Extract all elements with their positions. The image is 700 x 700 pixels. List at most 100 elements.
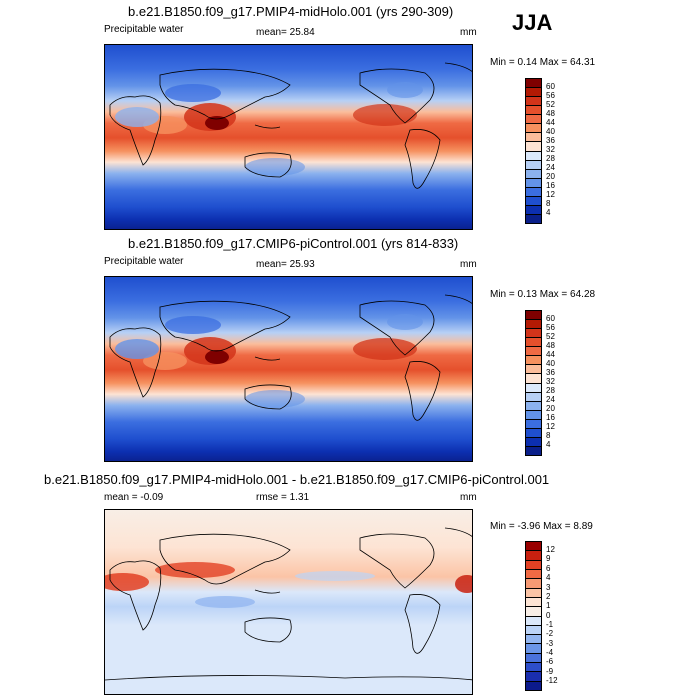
panel3-cbar-label: -1 bbox=[546, 620, 554, 629]
panel1-cbar-swatch bbox=[526, 142, 541, 152]
panel3-cbar-label: 3 bbox=[546, 583, 551, 592]
panel3-cbar-swatch bbox=[526, 625, 541, 636]
panel1-cbar-label: 60 bbox=[546, 82, 555, 91]
panel2-cbar-label: 52 bbox=[546, 332, 555, 341]
panel2-cbar-label: 32 bbox=[546, 377, 555, 386]
panel1-cbar-swatch bbox=[526, 97, 541, 107]
panel3-title: b.e21.B1850.f09_g17.PMIP4-midHolo.001 - … bbox=[44, 472, 550, 487]
panel2-cbar-label: 8 bbox=[546, 431, 551, 440]
panel3-sahel-wetting bbox=[105, 573, 149, 591]
panel3-minmax: Min = -3.96 Max = 8.89 bbox=[490, 521, 593, 532]
panel2-cbar-swatch bbox=[526, 437, 541, 447]
panel3-pacific-drying bbox=[295, 571, 375, 581]
panel3-cbar-label: 0 bbox=[546, 611, 551, 620]
panel2-cbar-label: 4 bbox=[546, 440, 551, 449]
panel2-units: mm bbox=[460, 259, 477, 270]
panel1-cbar-swatch bbox=[526, 196, 541, 206]
panel1-cbar-swatch bbox=[526, 178, 541, 188]
panel3-map-svg bbox=[105, 510, 472, 694]
panel2-cbar-swatch bbox=[526, 311, 541, 321]
panel3-cbar-label: -2 bbox=[546, 629, 554, 638]
panel3-cbar-label: -12 bbox=[546, 676, 558, 685]
panel3-cbar-label: -4 bbox=[546, 648, 554, 657]
panel3-east-edge-wetting bbox=[455, 575, 472, 593]
panel1-map-svg bbox=[105, 45, 472, 229]
panel3-cbar-label: 2 bbox=[546, 592, 551, 601]
panel3-cbar-label: 6 bbox=[546, 564, 551, 573]
panel2-africa-band bbox=[143, 352, 187, 370]
panel3-cbar-swatch bbox=[526, 551, 541, 561]
panel1-pacific-max bbox=[353, 104, 417, 126]
panel2-cbar-swatch bbox=[526, 347, 541, 357]
panel1-coastlines bbox=[109, 62, 472, 189]
panel2-cbar-label: 20 bbox=[546, 404, 555, 413]
panel1-field bbox=[105, 45, 472, 229]
panel2-cbar-label: 40 bbox=[546, 359, 555, 368]
panel2-cbar-label: 16 bbox=[546, 413, 555, 422]
panel3-cbar-swatch bbox=[526, 569, 541, 580]
panel1-cbar-swatch bbox=[526, 169, 541, 179]
panel2-cbar-swatch bbox=[526, 320, 541, 330]
panel1-cbar-swatch bbox=[526, 160, 541, 170]
panel1-cbar-label: 48 bbox=[546, 109, 555, 118]
panel1-australia-dry bbox=[245, 158, 305, 176]
panel2-variable-label: Precipitable water bbox=[104, 256, 184, 267]
panel1-cbar-swatch bbox=[526, 124, 541, 134]
panel1-colorbar bbox=[525, 78, 542, 224]
panel2-cbar-label: 44 bbox=[546, 350, 555, 359]
panel2-cbar-swatch bbox=[526, 365, 541, 375]
panel3-cbar-label: -3 bbox=[546, 639, 554, 648]
panel2-cbar-swatch bbox=[526, 338, 541, 348]
panel3-cbar-swatch bbox=[526, 607, 541, 617]
panel1-cbar-label: 44 bbox=[546, 118, 555, 127]
panel2-cbar-swatch bbox=[526, 419, 541, 429]
panel1-cbar-label: 24 bbox=[546, 163, 555, 172]
panel2-tibet-dry bbox=[165, 316, 221, 334]
panel2-minmax: Min = 0.13 Max = 64.28 bbox=[490, 289, 596, 300]
panel2-title: b.e21.B1850.f09_g17.CMIP6-piControl.001 … bbox=[128, 236, 459, 251]
panel3-cbar-swatch bbox=[526, 653, 541, 664]
panel2-map bbox=[104, 276, 473, 462]
panel1-cbar-label: 12 bbox=[546, 190, 555, 199]
panel1-cbar-swatch bbox=[526, 214, 541, 223]
panel3-rmse: rmse = 1.31 bbox=[256, 492, 310, 503]
panel3-indian-drying bbox=[195, 596, 255, 608]
panel3-cbar-label: 4 bbox=[546, 573, 551, 582]
panel3-cbar-swatch bbox=[526, 672, 541, 682]
panel2-pacific-max bbox=[353, 338, 417, 360]
panel3-mean: mean = -0.09 bbox=[104, 492, 164, 503]
panel2-mean: mean= 25.93 bbox=[256, 259, 315, 270]
panel1-cbar-label: 52 bbox=[546, 100, 555, 109]
panel1-cbar-label: 40 bbox=[546, 127, 555, 136]
panel2-cbar-swatch bbox=[526, 410, 541, 420]
panel2-cbar-label: 36 bbox=[546, 368, 555, 377]
panel1-cbar-swatch bbox=[526, 133, 541, 143]
panel3-cbar-swatch bbox=[526, 616, 541, 626]
panel2-cbar-swatch bbox=[526, 329, 541, 339]
panel2-cbar-swatch bbox=[526, 374, 541, 384]
panel1-cbar-label: 16 bbox=[546, 181, 555, 190]
panel2-coastlines bbox=[109, 294, 472, 421]
panel1-cbar-swatch bbox=[526, 79, 541, 89]
panel2-cbar-swatch bbox=[526, 428, 541, 438]
panel2-australia-dry bbox=[245, 390, 305, 408]
panel1-mean: mean= 25.84 bbox=[256, 27, 315, 38]
panel3-cbar-label: 9 bbox=[546, 554, 551, 563]
season-label: JJA bbox=[512, 10, 553, 35]
panel1-cbar-label: 4 bbox=[546, 208, 551, 217]
panel1-cbar-swatch bbox=[526, 88, 541, 98]
panel1-peak bbox=[205, 116, 229, 130]
panel1-tibet-dry bbox=[165, 84, 221, 102]
panel2-cbar-label: 28 bbox=[546, 386, 555, 395]
panel1-cbar-label: 36 bbox=[546, 136, 555, 145]
panel2-cbar-swatch bbox=[526, 392, 541, 402]
panel1-cbar-swatch bbox=[526, 187, 541, 197]
panel2-cbar-label: 48 bbox=[546, 341, 555, 350]
panel3-field bbox=[105, 510, 472, 694]
panel1-namerica-dry bbox=[387, 82, 423, 98]
panel3-colorbar bbox=[525, 541, 542, 691]
panel3-cbar-label: -9 bbox=[546, 667, 554, 676]
panel3-cbar-swatch bbox=[526, 560, 541, 570]
panel1-cbar-swatch bbox=[526, 151, 541, 161]
panel3-units: mm bbox=[460, 492, 477, 503]
